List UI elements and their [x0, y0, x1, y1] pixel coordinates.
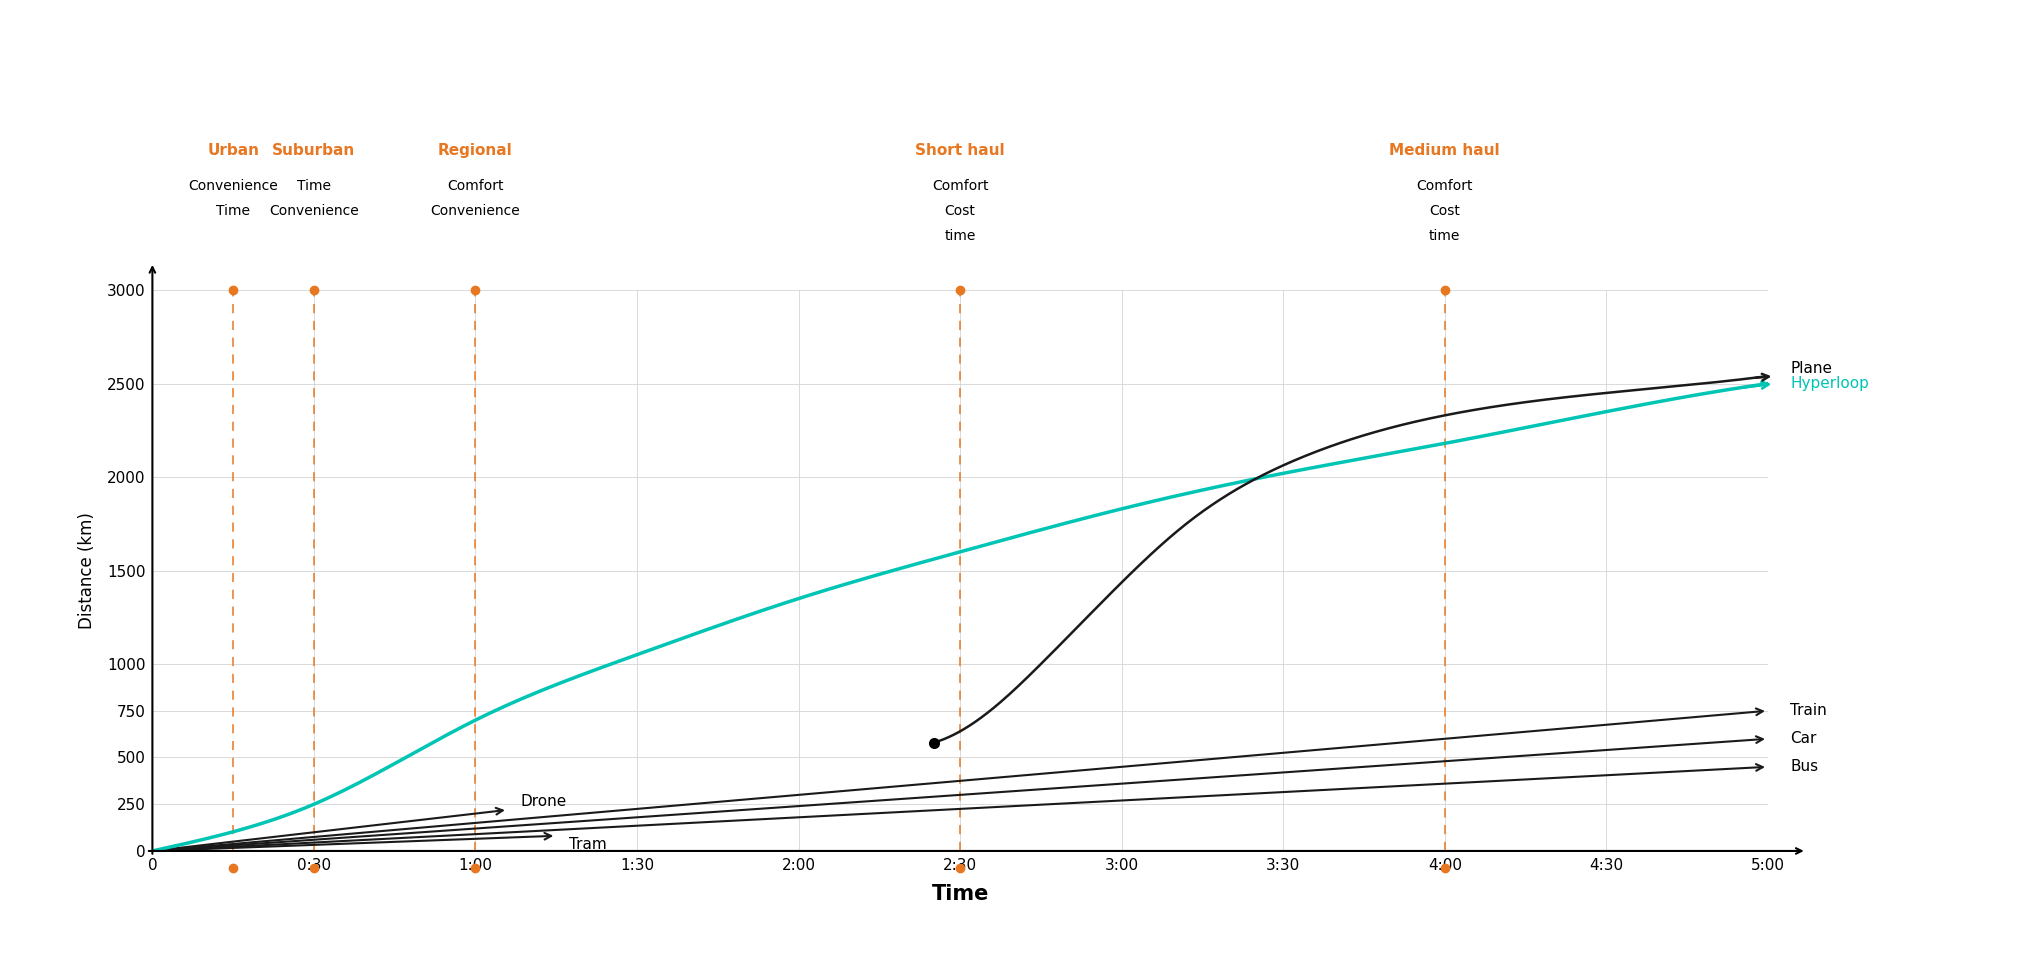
Text: Short haul: Short haul: [914, 143, 1006, 159]
Text: time: time: [945, 229, 975, 243]
Text: Time: Time: [215, 204, 250, 218]
Text: Tram: Tram: [569, 836, 608, 852]
Text: Urban: Urban: [207, 143, 260, 159]
Text: Cost: Cost: [945, 204, 975, 218]
Text: Plane: Plane: [1790, 361, 1833, 376]
Text: Medium haul: Medium haul: [1390, 143, 1500, 159]
Y-axis label: Distance (km): Distance (km): [77, 513, 96, 629]
Text: Suburban: Suburban: [272, 143, 356, 159]
Text: time: time: [1428, 229, 1461, 243]
Text: Drone: Drone: [520, 794, 567, 808]
Text: Time: Time: [297, 179, 331, 192]
Text: Bus: Bus: [1790, 759, 1819, 775]
Text: Convenience: Convenience: [189, 179, 278, 192]
Text: Regional: Regional: [439, 143, 512, 159]
Text: Comfort: Comfort: [447, 179, 504, 192]
Text: Comfort: Comfort: [1416, 179, 1473, 192]
Text: Convenience: Convenience: [268, 204, 360, 218]
Text: Comfort: Comfort: [933, 179, 988, 192]
Text: Train: Train: [1790, 703, 1827, 718]
Text: Cost: Cost: [1428, 204, 1461, 218]
Text: Car: Car: [1790, 731, 1817, 747]
Text: Hyperloop: Hyperloop: [1790, 376, 1869, 391]
Text: Convenience: Convenience: [431, 204, 520, 218]
X-axis label: Time: Time: [931, 884, 990, 904]
